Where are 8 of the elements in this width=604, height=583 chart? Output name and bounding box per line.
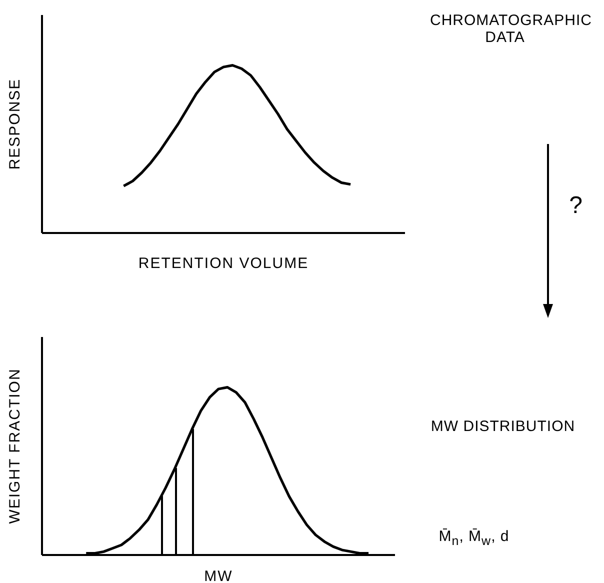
- text: CHROMATOGRAPHIC DATA: [430, 12, 592, 46]
- x-axis-title: MW: [204, 568, 233, 583]
- text: ?: [568, 192, 584, 220]
- x-axis-title: RETENTION VOLUME: [138, 255, 309, 272]
- y-axis-title: WEIGHT FRACTION: [6, 368, 24, 524]
- text: M̄$_{n}$, M̄$_{w}$, d: [438, 528, 510, 548]
- text: MW DISTRIBUTION: [430, 418, 576, 436]
- y-axis-title: RESPONSE: [6, 78, 24, 170]
